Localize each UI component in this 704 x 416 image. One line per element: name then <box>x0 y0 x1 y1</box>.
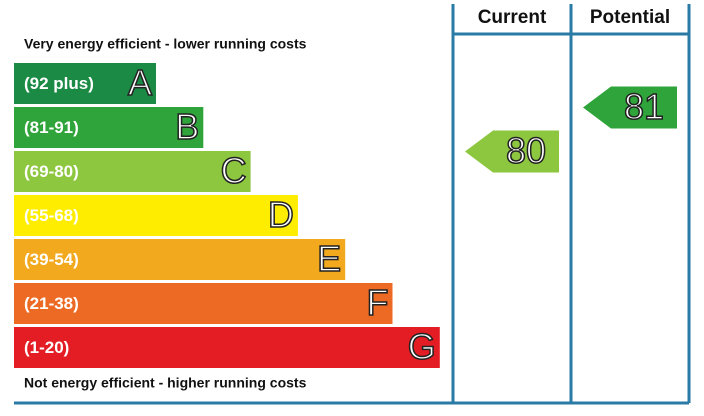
rating-arrow <box>583 86 677 129</box>
band-bar <box>14 239 346 280</box>
band-range: (55-68) <box>24 206 79 225</box>
band-bar <box>14 283 393 324</box>
band-letter: C <box>221 150 247 191</box>
rating-arrow <box>465 130 559 173</box>
band-range: (81-91) <box>24 118 79 137</box>
band-letter: D <box>268 194 294 235</box>
rating-value: 80 <box>506 130 546 171</box>
band-letter: E <box>317 238 341 279</box>
band-bar <box>14 63 156 104</box>
column-header: Current <box>478 7 547 28</box>
band-bar <box>14 327 440 368</box>
rating-value: 81 <box>624 86 664 127</box>
band-bar <box>14 151 251 192</box>
band-letter: A <box>128 62 152 103</box>
band-letter: F <box>367 282 389 323</box>
band-letter: B <box>175 106 199 147</box>
band-range: (21-38) <box>24 294 79 313</box>
column-header: Potential <box>590 7 670 28</box>
band-range: (39-54) <box>24 250 79 269</box>
band-range: (92 plus) <box>24 74 94 93</box>
band-range: (1-20) <box>24 338 69 357</box>
bottom-label: Not energy efficient - higher running co… <box>24 375 307 391</box>
top-label: Very energy efficient - lower running co… <box>24 36 307 52</box>
band-range: (69-80) <box>24 162 79 181</box>
band-bar <box>14 195 298 236</box>
band-bar <box>14 107 204 148</box>
band-letter: G <box>408 326 436 367</box>
